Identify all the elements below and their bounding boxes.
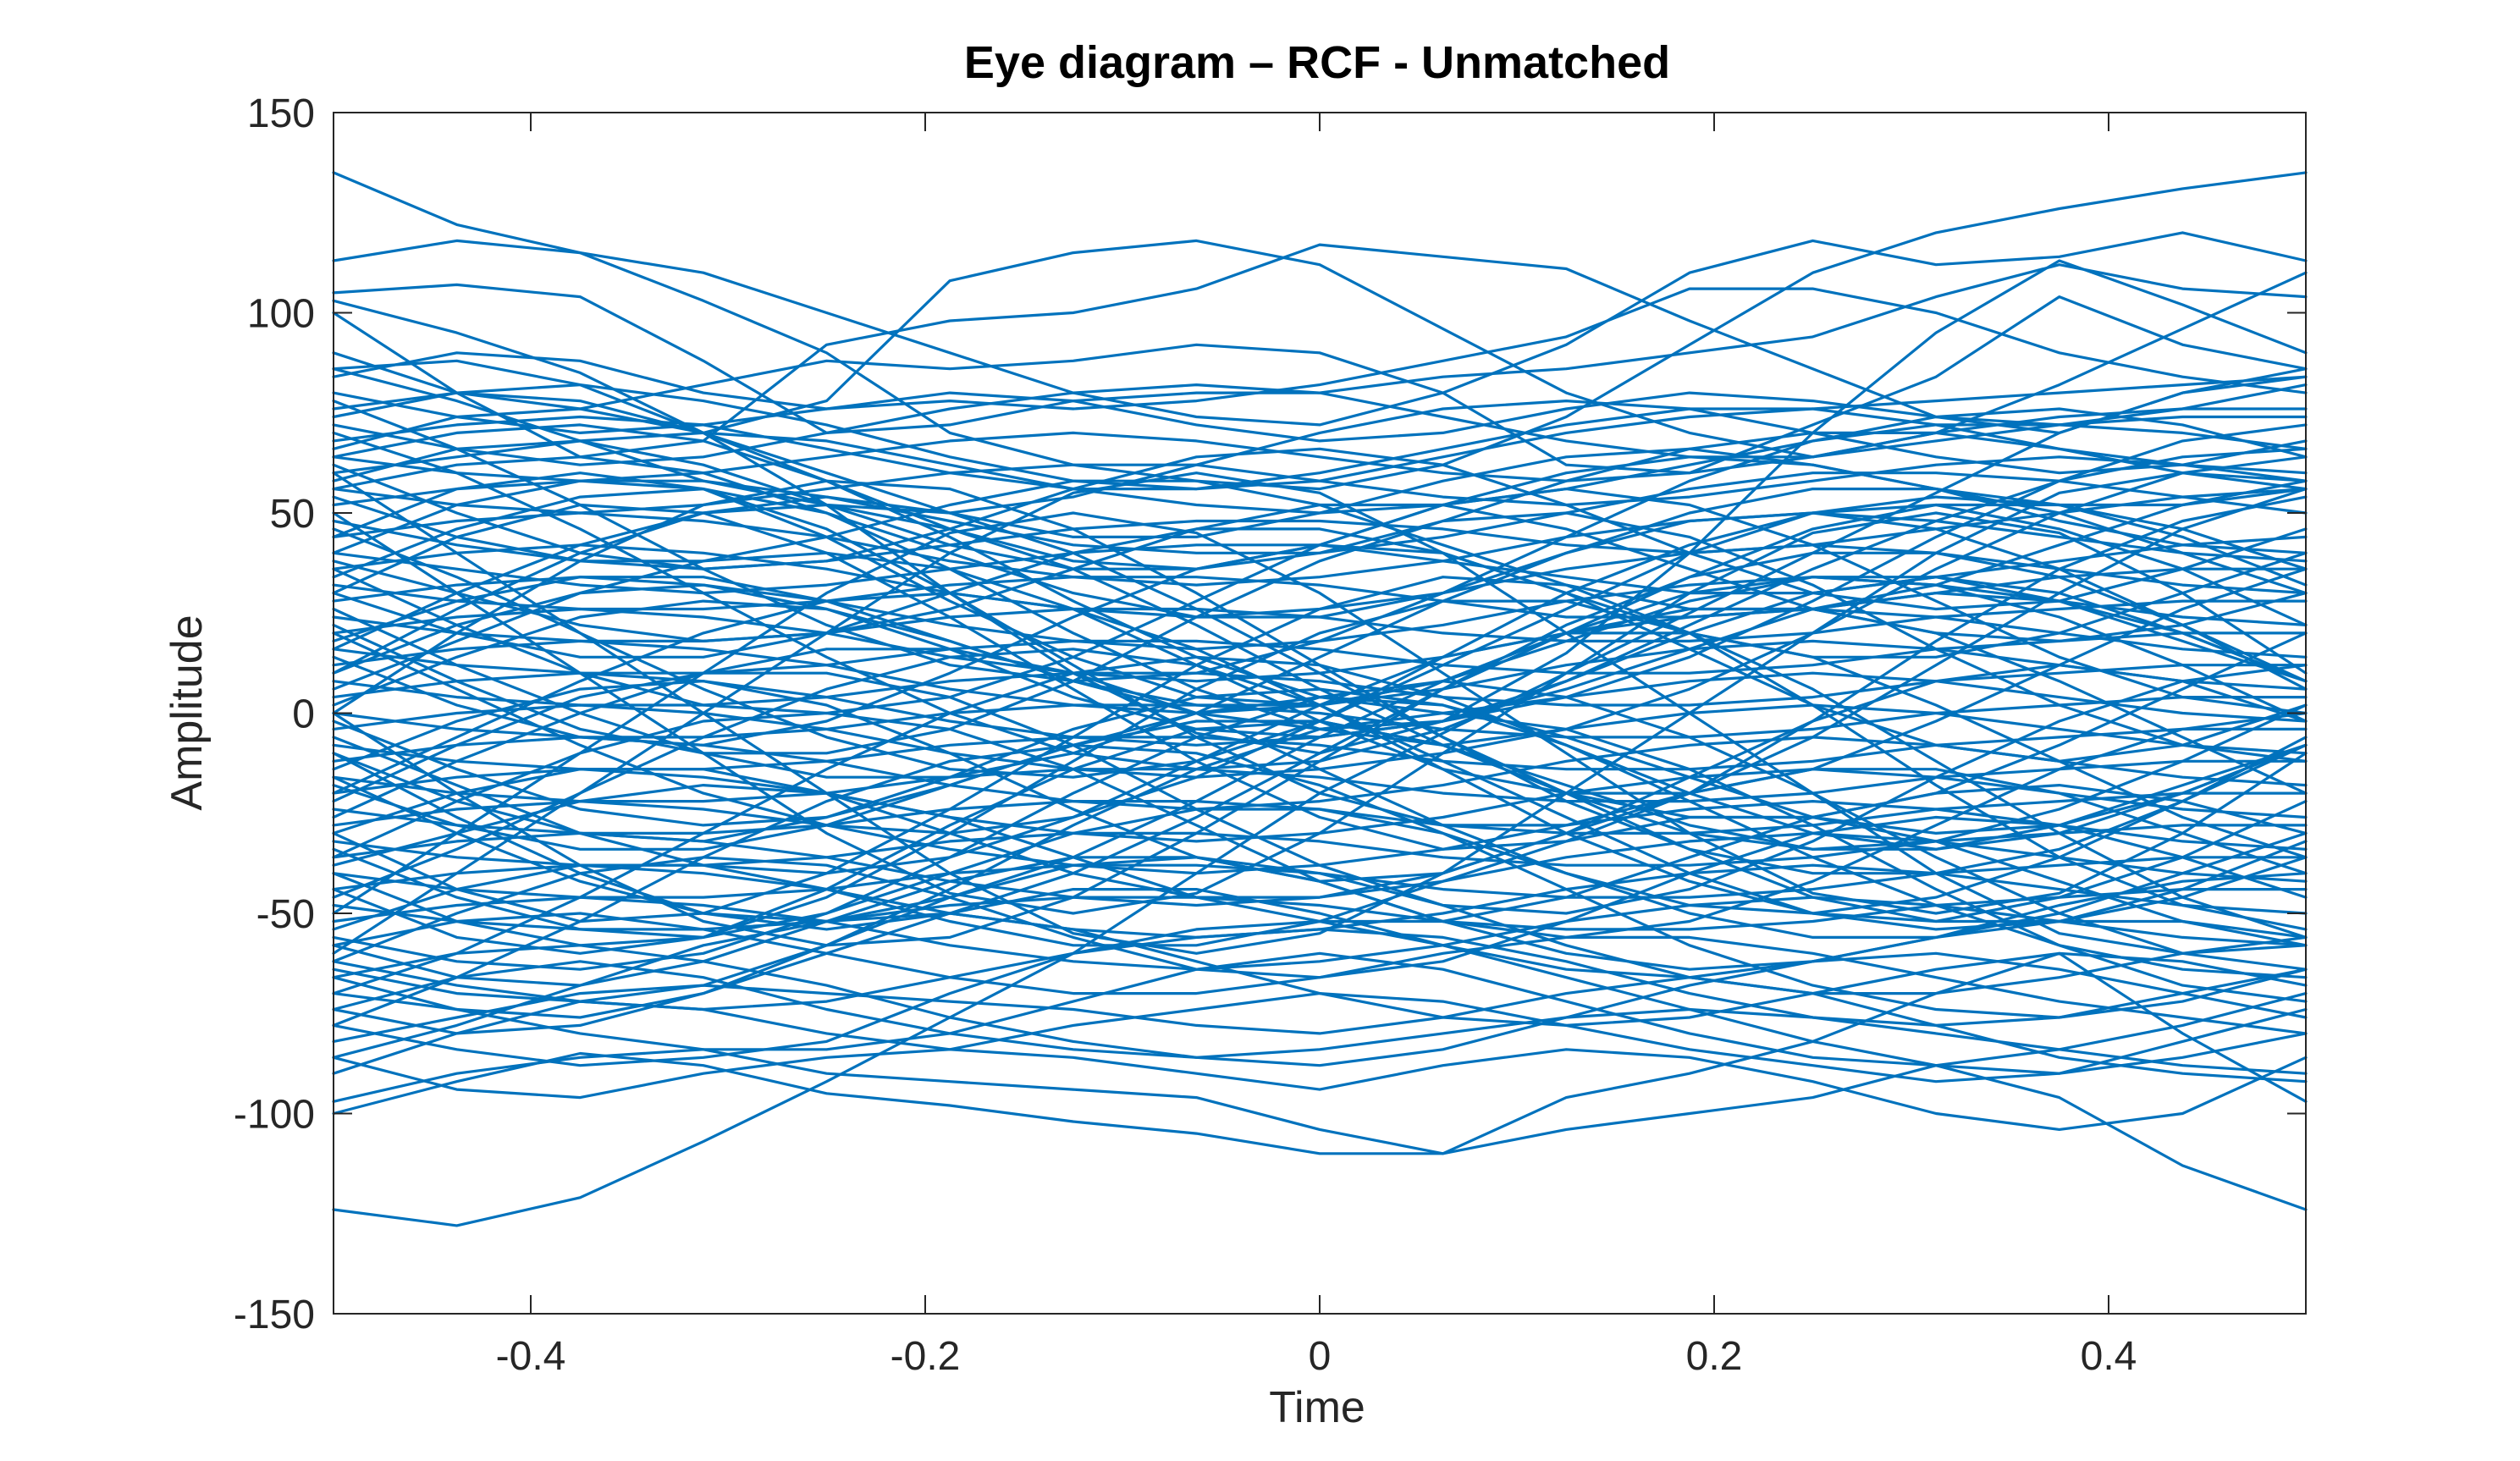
x-tick-label: -0.2: [891, 1334, 961, 1379]
eye-trace-82: [332, 367, 2308, 515]
eye-trace-6: [332, 239, 2308, 459]
eye-trace-73: [332, 743, 2308, 1028]
eye-trace-32: [332, 567, 2308, 619]
eye-trace-16: [332, 951, 2308, 1067]
y-tick-label: 150: [247, 91, 315, 136]
eye-trace-113: [332, 768, 2308, 899]
eye-trace-97: [332, 808, 2308, 940]
x-axis-ticks: -0.4 -0.2 0 0.2 0.4: [496, 113, 2137, 1379]
eye-trace-15: [332, 960, 2308, 1075]
x-axis-label: Time: [1269, 1383, 1365, 1432]
y-tick-label: -100: [234, 1093, 315, 1138]
eye-trace-44: [332, 759, 2308, 803]
eye-trace-58: [332, 495, 2308, 851]
eye-trace-64: [332, 479, 2308, 827]
eye-trace-111: [332, 856, 2308, 987]
eye-trace-93: [332, 664, 2308, 915]
y-axis-label: Amplitude: [163, 615, 212, 810]
eye-trace-103: [332, 695, 2308, 835]
y-tick-label: -50: [256, 892, 315, 937]
eye-trace-1: [332, 231, 2308, 427]
eye-trace-92: [332, 511, 2308, 763]
eye-trace-105: [332, 887, 2308, 1019]
chart-title: Eye diagram – RCF - Unmatched: [964, 37, 1670, 88]
eye-trace-4: [332, 243, 2308, 459]
x-tick-label: -0.4: [496, 1334, 566, 1379]
eye-trace-40: [332, 695, 2308, 739]
eye-traces: [332, 171, 2308, 1227]
eye-trace-94: [332, 447, 2308, 611]
eye-trace-84: [332, 487, 2308, 715]
y-tick-label: 0: [292, 692, 315, 737]
eye-trace-96: [332, 487, 2308, 619]
y-axis-ticks: 150 100 50 0 -50 -100 -150: [234, 91, 2306, 1337]
eye-trace-102: [332, 591, 2308, 731]
eye-trace-85: [332, 711, 2308, 940]
eye-trace-72: [332, 400, 2308, 683]
eye-trace-83: [332, 912, 2308, 1059]
eye-trace-51: [332, 863, 2308, 940]
eye-trace-79: [332, 680, 2308, 971]
eye-trace-108: [332, 576, 2308, 707]
x-tick-label: 0.4: [2081, 1334, 2137, 1379]
eye-trace-89: [332, 856, 2308, 1035]
eye-trace-110: [332, 439, 2308, 571]
x-tick-label: 0.2: [1686, 1334, 1743, 1379]
y-tick-label: 50: [270, 492, 315, 537]
eye-trace-78: [332, 455, 2308, 747]
eye-trace-88: [332, 391, 2308, 571]
eye-trace-20: [332, 383, 2308, 443]
eye-trace-17: [332, 944, 2308, 1067]
y-tick-label: 100: [247, 292, 315, 337]
eye-trace-38: [332, 664, 2308, 707]
eye-trace-29: [332, 511, 2308, 587]
eye-trace-13: [332, 976, 2308, 1083]
eye-trace-24: [332, 407, 2308, 482]
eye-trace-115: [332, 687, 2308, 851]
eye-trace-81: [332, 648, 2308, 915]
eye-trace-28: [332, 487, 2308, 571]
eye-trace-80: [332, 511, 2308, 779]
eye-trace-5: [332, 295, 2308, 475]
eye-trace-10: [332, 951, 2308, 1155]
eye-trace-61: [332, 576, 2308, 931]
eye-trace-104: [332, 407, 2308, 539]
eye-trace-65: [332, 599, 2308, 947]
eye-trace-109: [332, 719, 2308, 851]
eye-trace-0: [332, 171, 2308, 491]
eye-trace-7: [332, 287, 2308, 411]
eye-trace-95: [332, 815, 2308, 979]
eye-trace-22: [332, 383, 2308, 466]
eye-trace-52: [332, 887, 2308, 931]
eye-trace-59: [332, 576, 2308, 931]
x-tick-label: 0: [1309, 1334, 1332, 1379]
eye-trace-114: [332, 576, 2308, 739]
eye-trace-107: [332, 783, 2308, 923]
eye-trace-36: [332, 631, 2308, 675]
eye-trace-69: [332, 711, 2308, 1003]
eye-trace-112: [332, 527, 2308, 659]
y-tick-label: -150: [234, 1293, 315, 1337]
eye-trace-68: [332, 423, 2308, 715]
eye-trace-106: [332, 503, 2308, 643]
